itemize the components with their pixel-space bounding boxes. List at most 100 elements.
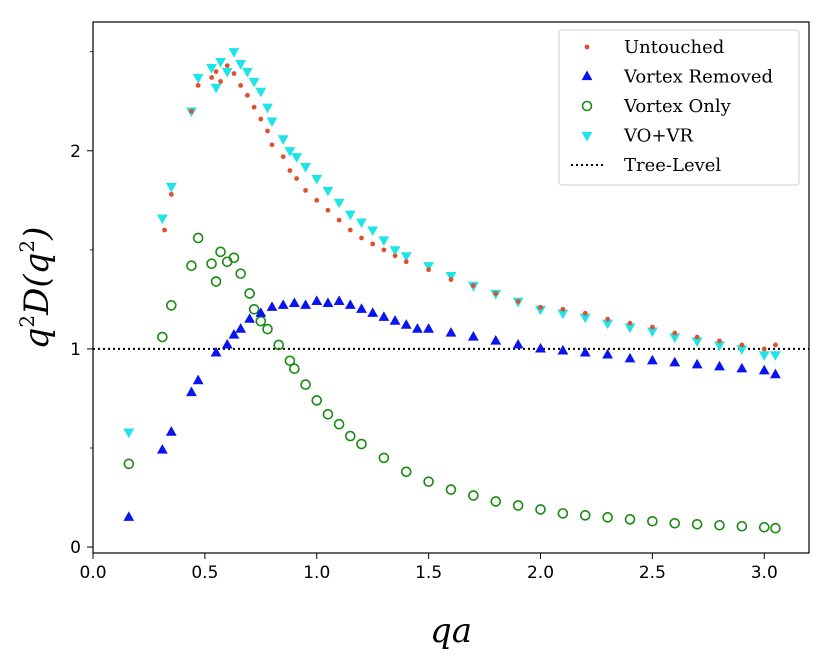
data-point	[445, 484, 457, 495]
data-point	[157, 331, 168, 343]
legend-label: Vortex Only	[623, 96, 732, 117]
data-point	[269, 142, 275, 148]
data-point	[758, 521, 770, 533]
data-point	[166, 300, 177, 311]
x-tick-label: 3.0	[751, 563, 778, 583]
data-point	[602, 348, 614, 359]
data-point	[557, 508, 569, 519]
data-point	[560, 306, 566, 312]
data-point	[669, 333, 681, 344]
data-point	[221, 338, 233, 349]
data-point	[423, 323, 435, 333]
legend-label: VO+VR	[623, 126, 694, 147]
data-point	[244, 92, 250, 98]
data-point	[691, 518, 703, 530]
y-tick-label: 2	[70, 142, 81, 162]
data-point	[758, 364, 770, 375]
y-axis-label-sup1: 2	[15, 315, 39, 328]
data-point	[165, 426, 177, 436]
data-point	[224, 63, 230, 68]
data-point	[538, 304, 543, 310]
y-tick-label: 0	[70, 538, 81, 558]
data-point	[649, 324, 655, 330]
data-point	[192, 73, 204, 84]
data-point	[156, 443, 168, 454]
data-point	[356, 218, 367, 229]
data-point	[400, 319, 412, 329]
data-point	[367, 226, 379, 237]
data-point	[370, 241, 376, 247]
data-point	[470, 283, 476, 288]
data-point	[123, 428, 135, 439]
data-point	[602, 512, 613, 523]
data-point	[389, 246, 401, 256]
data-point	[602, 319, 614, 330]
data-point	[228, 48, 240, 58]
data-point	[266, 301, 278, 311]
data-point	[426, 267, 432, 273]
data-point	[445, 272, 457, 282]
data-point	[303, 188, 308, 193]
data-point	[515, 298, 521, 304]
data-point	[761, 346, 767, 352]
data-point	[739, 342, 745, 348]
data-point	[694, 334, 700, 340]
data-point	[210, 346, 222, 357]
data-point	[195, 83, 201, 88]
data-point	[367, 307, 379, 317]
data-point	[277, 299, 289, 309]
data-point	[691, 337, 703, 347]
data-point	[669, 517, 681, 529]
data-point	[758, 351, 770, 361]
data-point	[218, 79, 223, 84]
data-point	[378, 311, 390, 321]
legend-entry: VO+VR	[581, 126, 694, 147]
data-point	[186, 386, 197, 397]
data-point	[156, 214, 168, 225]
data-point	[311, 395, 323, 406]
y-axis-label-sup2: 2	[15, 240, 39, 253]
data-point	[192, 374, 204, 385]
data-point	[669, 356, 681, 367]
data-point	[389, 315, 401, 325]
x-tick-label: 1.0	[303, 563, 330, 583]
data-point	[336, 217, 342, 223]
data-point	[468, 490, 479, 501]
data-point	[192, 232, 204, 244]
legend-entry: Vortex Only	[581, 96, 732, 117]
data-point	[356, 438, 367, 450]
legend-marker	[584, 44, 590, 50]
data-point	[322, 186, 334, 197]
data-point	[228, 252, 240, 264]
data-point	[423, 262, 435, 272]
plot-frame	[92, 21, 810, 554]
data-point	[288, 297, 300, 307]
data-point	[287, 168, 293, 174]
data-point	[266, 117, 278, 128]
data-point	[300, 163, 311, 173]
data-point	[347, 227, 353, 233]
data-point	[672, 330, 678, 336]
data-point	[221, 67, 233, 78]
data-point	[189, 108, 194, 114]
data-point	[123, 458, 135, 470]
y-axis-label: q2D(q2)	[15, 227, 57, 350]
data-point	[262, 103, 273, 114]
data-point	[165, 182, 177, 193]
data-point	[624, 352, 636, 363]
data-point	[378, 452, 390, 464]
svg-text:q2D(q2): q2D(q2)	[15, 227, 57, 350]
legend-label: Untouched	[624, 37, 724, 58]
x-tick-label: 2.0	[527, 563, 554, 583]
legend-entry: Untouched	[584, 37, 724, 58]
data-point	[403, 259, 409, 265]
data-point	[736, 362, 748, 373]
legend-label: Tree-Level	[624, 155, 721, 176]
x-tick-label: 2.5	[639, 563, 666, 583]
x-tick-label: 0.5	[191, 563, 218, 583]
data-point	[773, 342, 778, 348]
data-point	[714, 360, 725, 371]
data-point	[231, 71, 237, 76]
data-point	[277, 135, 289, 145]
data-point	[273, 339, 285, 351]
